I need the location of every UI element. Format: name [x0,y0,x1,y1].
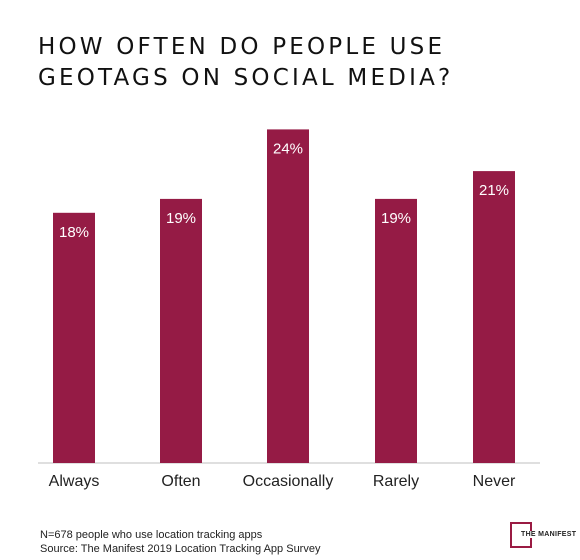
data-label-never: 21% [479,182,509,199]
bar-often [160,198,202,463]
x-tick-label-often: Often [161,473,200,490]
bar-rarely [375,198,417,463]
footnote: N=678 people who use location tracking a… [40,528,320,556]
data-label-rarely: 19% [381,210,411,227]
logo-text: THE MANIFEST [520,531,578,538]
data-label-often: 19% [166,210,196,227]
sample-size-note: N=678 people who use location tracking a… [40,529,263,541]
data-label-occasionally: 24% [273,140,303,157]
bar-never [473,171,515,463]
x-tick-label-rarely: Rarely [373,473,419,490]
bar-occasionally [267,129,309,463]
x-tick-label-always: Always [49,473,100,490]
chart-title: HOW OFTEN DO PEOPLE USE GEOTAGS ON SOCIA… [38,34,454,91]
source-note: Source: The Manifest 2019 Location Track… [40,543,321,555]
the-manifest-logo: THE MANIFEST [508,520,578,550]
x-tick-label-never: Never [473,473,516,490]
data-label-always: 18% [59,224,89,241]
bar-always [53,212,95,463]
x-tick-label-occasionally: Occasionally [243,473,334,490]
